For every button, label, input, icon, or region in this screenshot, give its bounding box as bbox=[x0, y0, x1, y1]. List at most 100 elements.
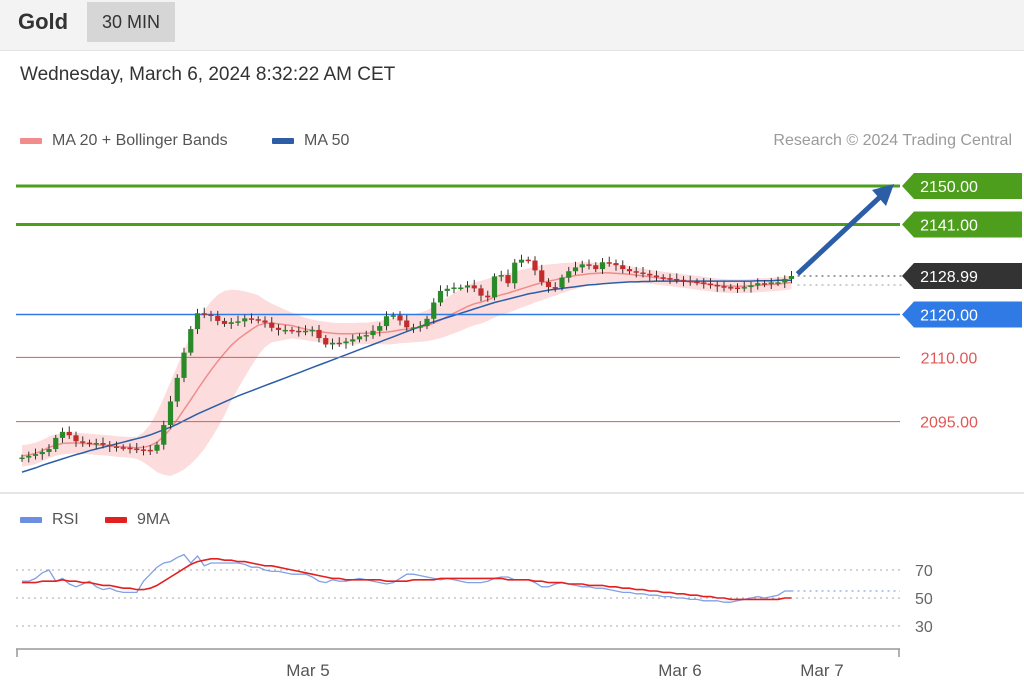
candle-body bbox=[127, 447, 133, 450]
9ma-swatch bbox=[105, 517, 127, 523]
candle-body bbox=[147, 449, 153, 452]
bollinger-band bbox=[22, 262, 792, 476]
candle-body bbox=[336, 342, 342, 345]
candle-body bbox=[120, 447, 126, 449]
candle-body bbox=[107, 444, 113, 447]
candle-body bbox=[201, 313, 207, 315]
level-label-2141.00: 2141.00 bbox=[920, 218, 978, 235]
legend-9ma: 9MA bbox=[105, 511, 170, 529]
candle-body bbox=[707, 283, 714, 286]
candle-body bbox=[140, 449, 147, 451]
candle-body bbox=[721, 286, 727, 288]
level-tag-2120.00 bbox=[902, 301, 1022, 328]
candle-body bbox=[451, 287, 457, 290]
candle-body bbox=[775, 282, 781, 284]
level-label-2095.00: 2095.00 bbox=[920, 415, 978, 432]
candle-body bbox=[59, 431, 66, 438]
candle-body bbox=[255, 319, 261, 321]
x-tick-label: Mar 7 bbox=[800, 661, 843, 680]
candle-body bbox=[188, 329, 194, 353]
candle-body bbox=[485, 295, 491, 298]
candle-body bbox=[505, 275, 511, 284]
candle-body bbox=[390, 315, 396, 317]
candle-body bbox=[161, 425, 167, 445]
candle-body bbox=[66, 431, 72, 436]
candles bbox=[19, 254, 795, 463]
ma50-line bbox=[21, 279, 792, 473]
candle-body bbox=[714, 284, 720, 287]
candle-body bbox=[377, 326, 383, 331]
legend-9ma-label: 9MA bbox=[137, 511, 170, 528]
rsi-series-RSI bbox=[22, 553, 792, 603]
candle-body bbox=[215, 315, 221, 321]
candle-body bbox=[680, 279, 687, 282]
candle-body bbox=[620, 265, 626, 270]
candle-body bbox=[370, 330, 376, 336]
timestamp: Wednesday, March 6, 2024 8:32:22 AM CET bbox=[20, 64, 396, 85]
candle-body bbox=[761, 283, 768, 285]
candle-body bbox=[458, 287, 464, 290]
ma50-swatch bbox=[272, 138, 294, 144]
legend-rsi-label: RSI bbox=[52, 511, 79, 528]
forecast-arrow-line bbox=[795, 195, 882, 276]
candle-body bbox=[235, 321, 241, 323]
candle-body bbox=[167, 401, 174, 426]
candle-body bbox=[113, 446, 120, 448]
candle-body bbox=[755, 283, 761, 286]
candle-body bbox=[694, 281, 700, 284]
candle-body bbox=[478, 288, 484, 296]
candle-body bbox=[242, 318, 248, 322]
candle-body bbox=[93, 443, 99, 445]
level-label-2120.00: 2120.00 bbox=[920, 308, 978, 325]
candle-body bbox=[728, 287, 734, 289]
candle-body bbox=[579, 264, 585, 268]
candle-body bbox=[512, 262, 518, 284]
legend-ma20: MA 20 + Bollinger Bands bbox=[20, 132, 228, 150]
candle-body bbox=[559, 277, 565, 288]
candle-body bbox=[613, 263, 619, 266]
level-label-2128.99: 2128.99 bbox=[920, 269, 978, 286]
ma20-line bbox=[21, 272, 792, 457]
legend-ma50: MA 50 bbox=[272, 132, 349, 150]
candle-body bbox=[572, 267, 579, 272]
candle-body bbox=[647, 273, 653, 276]
top-bar: Gold 30 MIN bbox=[0, 0, 1024, 51]
candle-body bbox=[626, 269, 633, 272]
candle-body bbox=[532, 260, 538, 271]
candle-body bbox=[734, 287, 741, 290]
rsi-swatch bbox=[20, 517, 42, 523]
candle-body bbox=[262, 320, 268, 323]
rsi-tick-50: 50 bbox=[915, 591, 933, 608]
candle-body bbox=[471, 285, 477, 289]
candle-body bbox=[228, 322, 234, 324]
candle-body bbox=[19, 457, 25, 460]
symbol-title: Gold bbox=[18, 9, 69, 34]
candle-body bbox=[586, 264, 592, 266]
candle-body bbox=[417, 326, 423, 328]
candle-body bbox=[194, 313, 201, 330]
candle-body bbox=[748, 285, 754, 288]
timeframe-button[interactable]: 30 MIN bbox=[87, 2, 175, 42]
candle-body bbox=[329, 342, 336, 345]
candle-body bbox=[26, 455, 32, 458]
candle-body bbox=[275, 327, 282, 330]
candle-body bbox=[100, 443, 106, 445]
candle-body bbox=[525, 259, 531, 262]
candle-body bbox=[566, 271, 572, 278]
candle-body bbox=[788, 275, 795, 279]
candle-body bbox=[410, 327, 417, 329]
candle-body bbox=[498, 275, 504, 277]
ma20-swatch bbox=[20, 138, 42, 144]
candle-body bbox=[39, 452, 45, 455]
legend-ma20-label: MA 20 + Bollinger Bands bbox=[52, 132, 228, 149]
candle-body bbox=[653, 275, 660, 278]
candle-body bbox=[134, 448, 140, 451]
credit-text: Research © 2024 Trading Central bbox=[773, 132, 1012, 149]
candle-body bbox=[404, 320, 410, 328]
candle-body bbox=[174, 377, 180, 402]
candle-body bbox=[309, 329, 315, 332]
candle-body bbox=[282, 329, 288, 332]
level-tag-2141.00 bbox=[902, 211, 1022, 238]
candle-body bbox=[248, 318, 255, 320]
